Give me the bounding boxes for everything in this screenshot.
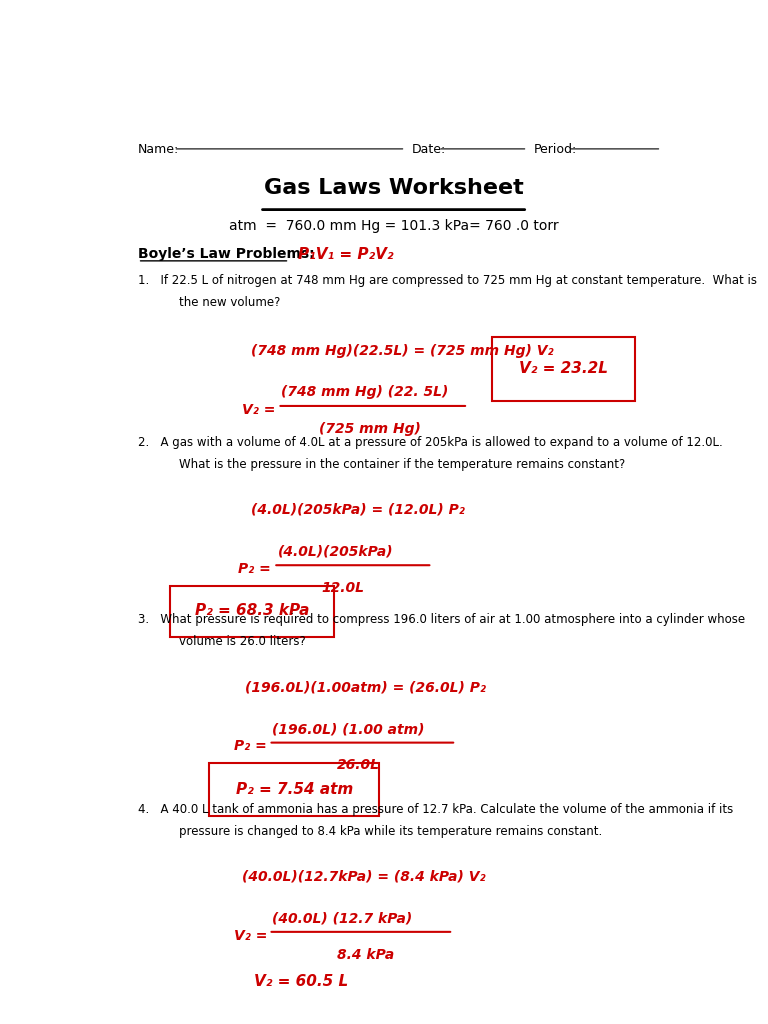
Text: What is the pressure in the container if the temperature remains constant?: What is the pressure in the container if… (180, 458, 626, 471)
Text: 8.4 kPa: 8.4 kPa (337, 947, 394, 962)
Text: atm  =  760.0 mm Hg = 101.3 kPa= 760 .0 torr: atm = 760.0 mm Hg = 101.3 kPa= 760 .0 to… (229, 219, 558, 233)
Text: Gas Laws Worksheet: Gas Laws Worksheet (263, 178, 524, 198)
Text: P₁V₁ = P₂V₂: P₁V₁ = P₂V₂ (299, 247, 394, 262)
Text: (4.0L)(205kPa): (4.0L)(205kPa) (277, 545, 393, 559)
Text: P₂ =: P₂ = (234, 739, 266, 754)
Text: P₂ = 68.3 kPa: P₂ = 68.3 kPa (195, 603, 310, 618)
Text: 26.0L: 26.0L (337, 759, 380, 772)
FancyBboxPatch shape (492, 337, 634, 401)
Text: V₂ = 23.2L: V₂ = 23.2L (518, 361, 607, 377)
Text: 3.   What pressure is required to compress 196.0 liters of air at 1.00 atmospher: 3. What pressure is required to compress… (137, 613, 745, 627)
Text: V₂ =: V₂ = (234, 929, 267, 943)
Text: volume is 26.0 liters?: volume is 26.0 liters? (180, 635, 306, 648)
Text: Boyle’s Law Problems:: Boyle’s Law Problems: (137, 247, 314, 261)
Text: 2.   A gas with a volume of 4.0L at a pressure of 205kPa is allowed to expand to: 2. A gas with a volume of 4.0L at a pres… (137, 436, 723, 449)
Text: (40.0L) (12.7 kPa): (40.0L) (12.7 kPa) (272, 911, 412, 926)
Text: the new volume?: the new volume? (180, 296, 280, 309)
Text: 12.0L: 12.0L (321, 581, 364, 595)
Text: (196.0L) (1.00 atm): (196.0L) (1.00 atm) (272, 722, 424, 736)
Text: (196.0L)(1.00atm) = (26.0L) P₂: (196.0L)(1.00atm) = (26.0L) P₂ (245, 680, 486, 694)
Text: Name:: Name: (137, 142, 179, 156)
Text: 1.   If 22.5 L of nitrogen at 748 mm Hg are compressed to 725 mm Hg at constant : 1. If 22.5 L of nitrogen at 748 mm Hg ar… (137, 274, 756, 288)
Text: P₂ =: P₂ = (237, 562, 270, 577)
Text: Period:: Period: (534, 142, 577, 156)
Text: V₂ = 60.5 L: V₂ = 60.5 L (253, 974, 348, 989)
Text: V₂ =: V₂ = (242, 402, 275, 417)
FancyBboxPatch shape (221, 955, 380, 1009)
Text: (725 mm Hg): (725 mm Hg) (319, 422, 421, 436)
Text: (748 mm Hg) (22. 5L): (748 mm Hg) (22. 5L) (280, 385, 448, 399)
FancyBboxPatch shape (170, 586, 334, 637)
Text: pressure is changed to 8.4 kPa while its temperature remains constant.: pressure is changed to 8.4 kPa while its… (180, 824, 603, 838)
FancyBboxPatch shape (209, 763, 379, 816)
Text: (40.0L)(12.7kPa) = (8.4 kPa) V₂: (40.0L)(12.7kPa) = (8.4 kPa) V₂ (242, 869, 485, 884)
Text: 4.   A 40.0 L tank of ammonia has a pressure of 12.7 kPa. Calculate the volume o: 4. A 40.0 L tank of ammonia has a pressu… (137, 803, 733, 815)
Text: Date:: Date: (412, 142, 445, 156)
Text: (4.0L)(205kPa) = (12.0L) P₂: (4.0L)(205kPa) = (12.0L) P₂ (250, 503, 465, 517)
Text: (748 mm Hg)(22.5L) = (725 mm Hg) V₂: (748 mm Hg)(22.5L) = (725 mm Hg) V₂ (250, 344, 554, 357)
Text: P₂ = 7.54 atm: P₂ = 7.54 atm (236, 781, 353, 797)
